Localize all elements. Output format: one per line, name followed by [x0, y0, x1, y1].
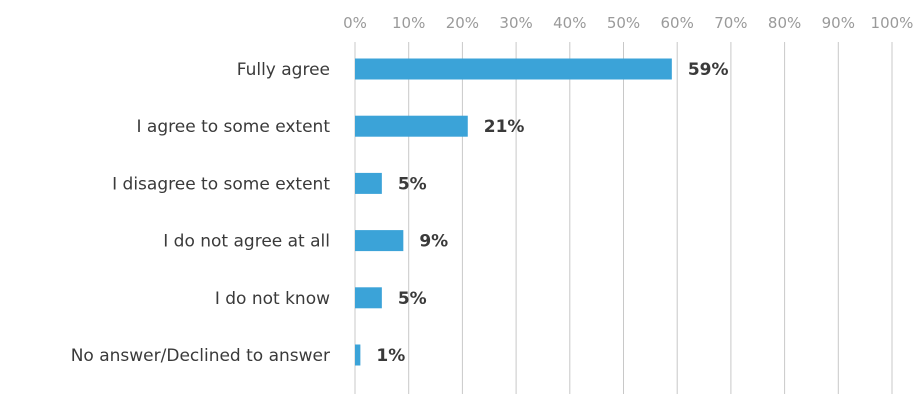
- bars: [355, 58, 672, 366]
- data-label-5: 1%: [376, 346, 405, 366]
- bar-4: [355, 287, 382, 309]
- gridlines: [354, 42, 893, 394]
- category-label-0: Fully agree: [237, 60, 330, 80]
- x-axis-ticks: 0% 10% 20% 30% 40% 50% 60% 70% 80% 90% 100%: [343, 14, 913, 32]
- x-tick-label-7: 70%: [714, 14, 747, 32]
- category-labels: Fully agree I agree to some extent I disag…: [71, 60, 331, 366]
- x-tick-label-0: 0%: [343, 14, 367, 32]
- category-label-2: I disagree to some extent: [112, 174, 330, 194]
- x-tick-label-10: 100%: [871, 14, 914, 32]
- data-label-4: 5%: [398, 289, 427, 309]
- x-tick-label-8: 80%: [768, 14, 801, 32]
- x-tick-label-3: 30%: [499, 14, 532, 32]
- data-labels: 59% 21% 5% 9% 5% 1%: [376, 60, 728, 366]
- x-tick-label-5: 50%: [607, 14, 640, 32]
- category-label-5: No answer/Declined to answer: [71, 346, 330, 366]
- data-label-2: 5%: [398, 174, 427, 194]
- x-tick-label-2: 20%: [446, 14, 479, 32]
- data-label-3: 9%: [419, 232, 448, 252]
- category-label-3: I do not agree at all: [163, 232, 330, 252]
- x-tick-label-4: 40%: [553, 14, 586, 32]
- x-tick-label-1: 10%: [392, 14, 425, 32]
- bar-1: [355, 115, 468, 137]
- data-label-0: 59%: [688, 60, 729, 80]
- x-tick-label-9: 90%: [822, 14, 855, 32]
- bar-3: [355, 230, 404, 252]
- x-tick-label-6: 60%: [661, 14, 694, 32]
- bar-0: [355, 58, 672, 80]
- category-label-1: I agree to some extent: [137, 117, 331, 137]
- data-label-1: 21%: [484, 117, 525, 137]
- bar-2: [355, 172, 382, 194]
- bar-5: [355, 344, 361, 366]
- category-label-4: I do not know: [215, 289, 330, 309]
